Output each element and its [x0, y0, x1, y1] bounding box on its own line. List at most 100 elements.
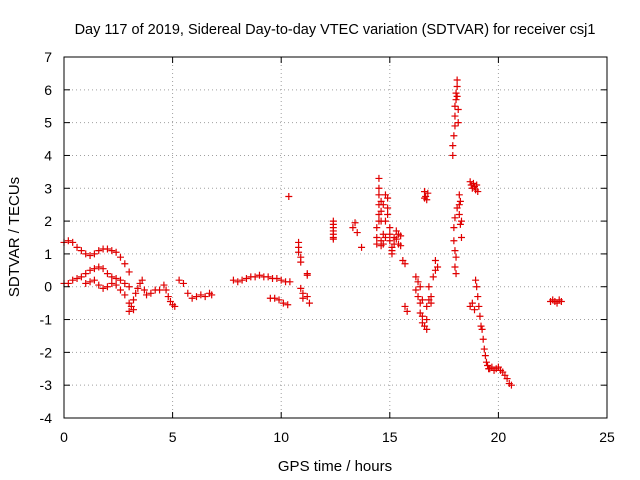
data-point [418, 296, 426, 304]
data-point [414, 293, 422, 301]
plot-frame [63, 56, 608, 419]
data-point [95, 281, 103, 289]
data-point [401, 302, 409, 310]
data-point [503, 375, 511, 383]
data-point [450, 224, 458, 232]
data-point [86, 252, 94, 260]
y-tick-label: -3 [40, 377, 53, 393]
data-point [423, 325, 431, 333]
data-point [466, 178, 474, 186]
data-point [127, 302, 135, 310]
data-point [449, 142, 457, 150]
data-point [456, 220, 464, 228]
data-point [375, 184, 383, 192]
data-point [108, 273, 116, 281]
data-point [397, 232, 405, 240]
data-point [143, 291, 151, 299]
series-arc-l [399, 188, 442, 333]
data-point [125, 307, 133, 315]
data-point [473, 181, 481, 189]
data-point [384, 204, 392, 212]
data-point [381, 234, 389, 241]
data-point [386, 237, 394, 245]
data-point [112, 275, 120, 283]
data-point [477, 322, 485, 330]
data-point [130, 296, 138, 304]
data-point [469, 179, 477, 187]
data-point [329, 235, 337, 243]
data-point [303, 270, 311, 278]
data-point [474, 188, 482, 196]
data-point [90, 250, 98, 258]
data-point [69, 276, 77, 284]
data-point [86, 266, 94, 274]
data-point [472, 276, 480, 284]
data-point [147, 289, 155, 297]
data-point [208, 291, 216, 299]
series-arc-m [421, 188, 432, 204]
grid [64, 57, 607, 418]
data-point [379, 201, 387, 209]
data-point [162, 286, 170, 294]
series-arc-i [329, 217, 361, 243]
data-point [353, 229, 361, 237]
data-point [478, 325, 486, 333]
data-point [77, 247, 85, 255]
x-tick-label: 25 [599, 429, 615, 445]
data-point [255, 271, 263, 279]
y-tick-label: 0 [44, 279, 52, 295]
data-point [188, 294, 196, 302]
data-point [449, 151, 457, 159]
data-point [471, 306, 479, 314]
data-point [82, 250, 90, 258]
data-point [375, 191, 383, 199]
data-point [421, 188, 429, 196]
data-point [480, 345, 488, 353]
data-point [425, 283, 433, 291]
series-arc-k [386, 224, 405, 258]
series-arc-f [229, 271, 294, 286]
data-point [201, 293, 209, 301]
data-point [455, 211, 463, 219]
data-point [82, 279, 90, 287]
data-point [375, 174, 383, 182]
data-point [90, 265, 98, 273]
data-point [386, 224, 394, 232]
y-tick-label: -1 [40, 312, 53, 328]
data-point [424, 189, 432, 197]
x-tick-label: 5 [169, 429, 177, 445]
data-point [121, 260, 129, 268]
data-point [179, 279, 187, 287]
data-point [481, 352, 489, 360]
x-tick-label: 20 [491, 429, 507, 445]
data-point [412, 286, 420, 294]
y-tick-label: 5 [44, 115, 52, 131]
data-point [482, 358, 490, 366]
data-point [112, 281, 120, 289]
data-point [452, 270, 460, 278]
data-point [456, 197, 464, 205]
data-point [121, 291, 129, 299]
data-point [381, 217, 389, 225]
y-axis-label: SDTVAR / TECUs [6, 177, 23, 297]
data-point [453, 83, 461, 91]
series-arc-e [175, 276, 216, 302]
data-point [452, 96, 460, 104]
data-point [450, 132, 458, 140]
data-point [423, 302, 431, 310]
data-point [175, 276, 183, 284]
data-point [401, 260, 409, 268]
data-point [64, 279, 72, 287]
data-point [373, 234, 381, 241]
data-point [474, 293, 482, 301]
data-point [285, 192, 293, 200]
series-arc-a-lower [60, 263, 133, 291]
data-point [384, 194, 392, 202]
data-point [454, 106, 462, 114]
data-point [397, 242, 405, 250]
data-point [192, 293, 200, 301]
data-point [455, 191, 463, 199]
data-point [351, 219, 359, 227]
series-arc-q [466, 276, 515, 389]
data-point [412, 273, 420, 281]
